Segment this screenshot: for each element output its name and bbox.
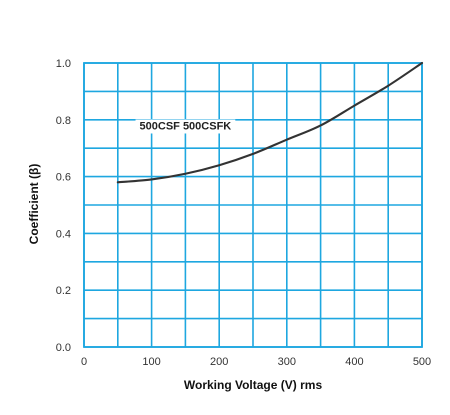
y-tick-label: 1.0	[56, 58, 71, 70]
annotation-background	[135, 119, 236, 134]
x-axis-title: Working Voltage (V) rms	[184, 378, 323, 392]
labels: Working Voltage (V) rms Coefficient (β) …	[27, 119, 322, 392]
plot-frame	[83, 62, 423, 348]
x-tick-label: 400	[345, 356, 363, 368]
x-tick-label: 500	[413, 356, 431, 368]
axes: 0.0 0.2 0.4 0.6 0.8 1.0 0 100 200 300 400 500	[56, 58, 431, 368]
x-tick-label: 200	[210, 356, 228, 368]
y-tick-label: 0.8	[56, 115, 71, 127]
y-tick-label: 0.0	[56, 342, 71, 354]
series-line	[116, 61, 424, 184]
y-tick-label: 0.4	[56, 228, 71, 240]
grid-lines	[83, 62, 423, 348]
y-tick-label: 0.2	[56, 285, 71, 297]
x-tick-label: 300	[278, 356, 296, 368]
series-annotation: 500CSF 500CSFK	[140, 120, 232, 132]
y-axis-title: Coefficient (β)	[27, 164, 41, 245]
x-tick-label: 100	[142, 356, 160, 368]
series-layer	[116, 61, 424, 184]
x-tick-label: 0	[81, 356, 87, 368]
y-tick-label: 0.6	[56, 172, 71, 184]
